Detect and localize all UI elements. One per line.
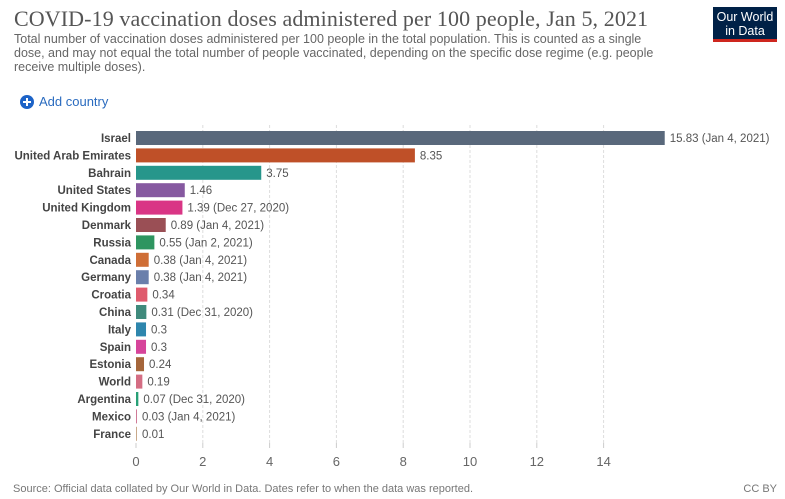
license-link[interactable]: CC BY [743,483,777,495]
value-label: 0.38 (Jan 4, 2021) [154,272,248,284]
value-label: 0.38 (Jan 4, 2021) [154,255,248,267]
bar[interactable] [136,183,185,198]
category-label: United Kingdom [42,203,131,215]
bar[interactable] [136,131,665,145]
value-label: 0.19 [147,377,169,389]
bar[interactable] [136,409,138,424]
category-label: Mexico [92,411,131,423]
bar[interactable] [136,200,183,215]
value-label: 1.39 (Dec 27, 2020) [187,203,289,215]
bar[interactable] [136,426,137,441]
category-label: Italy [108,324,132,336]
value-label: 0.3 [151,342,167,354]
category-label: Bahrain [88,168,131,180]
value-label: 1.46 [190,185,212,197]
category-label: Canada [89,255,131,267]
category-label: Croatia [91,290,131,302]
x-tick-label: 4 [266,454,273,469]
chart-title: COVID-19 vaccination doses administered … [14,6,649,31]
category-label: Denmark [82,220,132,232]
value-label: 0.55 (Jan 2, 2021) [159,237,253,249]
bar[interactable] [136,218,166,232]
x-tick-label: 10 [463,454,477,469]
value-label: 8.35 [420,150,442,162]
logo-line-2: in Data [725,24,765,38]
category-label: World [99,377,131,389]
value-label: 15.83 (Jan 4, 2021) [670,133,770,145]
bar[interactable] [136,392,139,406]
value-label: 0.03 (Jan 4, 2021) [142,411,236,423]
value-label: 0.34 [152,290,175,302]
category-label: Argentina [77,394,131,406]
add-country-label: Add country [39,94,109,109]
bar[interactable] [136,357,145,372]
x-tick-label: 8 [400,454,407,469]
category-label: Spain [100,342,131,354]
category-label: United Arab Emirates [14,150,131,162]
category-label: France [93,429,131,441]
bar[interactable] [136,374,143,389]
bar[interactable] [136,322,147,337]
source-note: Source: Official data collated by Our Wo… [13,483,473,495]
x-tick-label: 0 [132,454,139,469]
category-label: Russia [93,237,131,249]
x-tick-label: 12 [530,454,544,469]
x-tick-label: 2 [199,454,206,469]
x-tick-label: 6 [333,454,340,469]
bar[interactable] [136,339,147,354]
bar[interactable] [136,252,149,267]
bar[interactable] [136,270,149,285]
category-label: United States [58,185,132,197]
value-label: 0.31 (Dec 31, 2020) [151,307,253,319]
value-label: 0.24 [149,359,172,371]
add-country-button[interactable]: Add country [20,94,108,109]
plus-circle-icon [20,94,34,109]
logo-line-1: Our World [716,10,774,24]
bar[interactable] [136,165,262,180]
bar[interactable] [136,235,155,250]
value-label: 0.01 [142,429,164,441]
x-tick-label: 14 [596,454,610,469]
bar[interactable] [136,287,148,302]
value-label: 0.07 (Dec 31, 2020) [143,394,245,406]
category-label: Israel [101,133,131,145]
owid-logo[interactable]: Our World in Data [713,7,777,42]
bar[interactable] [136,305,147,319]
category-label: Germany [81,272,131,284]
bar[interactable] [136,148,415,163]
value-label: 3.75 [266,168,288,180]
chart-subtitle: Total number of vaccination doses admini… [14,32,654,74]
category-label: China [99,307,132,319]
category-label: Estonia [89,359,131,371]
bar-chart: 0 2 4 6 8 10 12 14 Israel 15.83 (Jan 4, 2021) Unit… [14,125,770,469]
value-label: 0.89 (Jan 4, 2021) [171,220,265,232]
value-label: 0.3 [151,324,167,336]
